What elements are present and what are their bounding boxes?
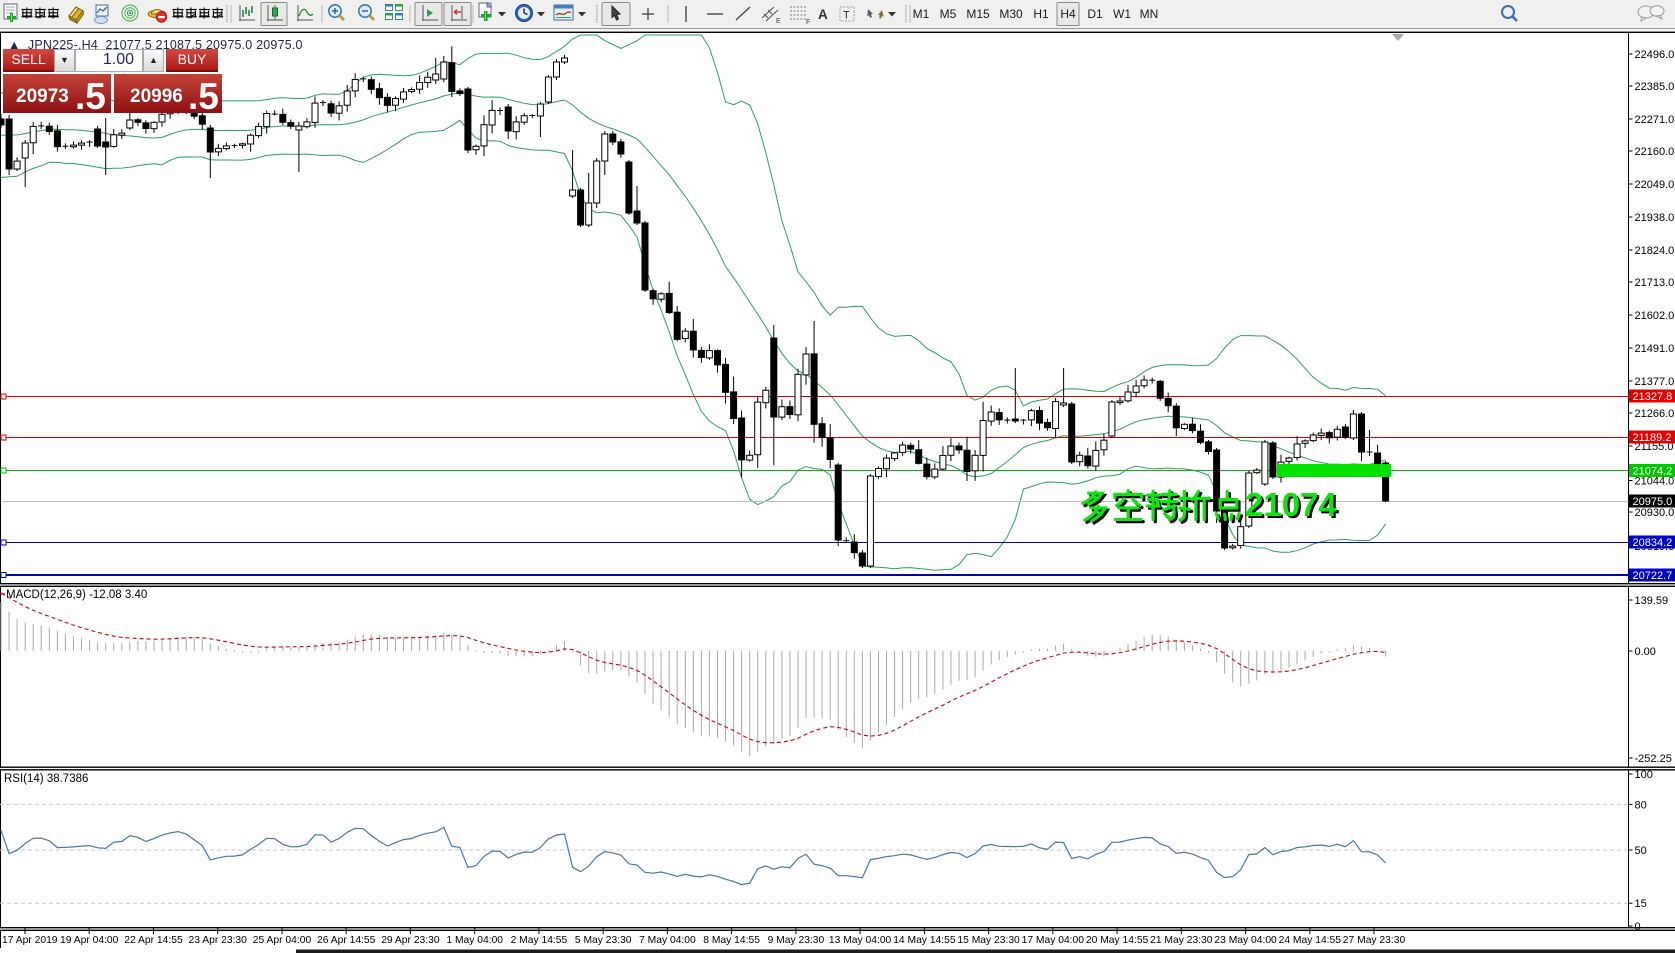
svg-text:26 Apr 14:55: 26 Apr 14:55 — [317, 935, 376, 946]
svg-text:RSI(14) 38.7386: RSI(14) 38.7386 — [4, 773, 88, 785]
svg-text:0: 0 — [1635, 921, 1641, 933]
svg-text:20722.7: 20722.7 — [1633, 570, 1673, 582]
svg-text:23 May 04:00: 23 May 04:00 — [1214, 935, 1277, 946]
svg-text:21074: 21074 — [1247, 488, 1339, 525]
svg-text:H4: H4 — [1060, 7, 1076, 21]
svg-text:15 May 23:30: 15 May 23:30 — [957, 935, 1020, 946]
svg-text:F: F — [806, 19, 810, 26]
svg-text:20930.0: 20930.0 — [1635, 507, 1675, 519]
svg-text:20834.2: 20834.2 — [1633, 537, 1673, 549]
svg-text:M15: M15 — [966, 7, 990, 21]
svg-text:7 May 04:00: 7 May 04:00 — [639, 935, 696, 946]
svg-text:50: 50 — [1635, 845, 1647, 857]
svg-text:100: 100 — [1635, 769, 1653, 781]
svg-text:80: 80 — [1635, 799, 1647, 811]
svg-text:22271.0: 22271.0 — [1635, 114, 1675, 126]
svg-text:1 May 04:00: 1 May 04:00 — [446, 935, 503, 946]
svg-text:21491.0: 21491.0 — [1635, 343, 1675, 355]
svg-text:21155.0: 21155.0 — [1635, 441, 1674, 453]
svg-text:8 May 14:55: 8 May 14:55 — [703, 935, 760, 946]
svg-text:22049.0: 22049.0 — [1635, 179, 1675, 191]
svg-text:A: A — [818, 7, 828, 22]
svg-text:19 Apr 04:00: 19 Apr 04:00 — [60, 935, 119, 946]
svg-text:17 Apr 2019: 17 Apr 2019 — [2, 935, 58, 946]
svg-text:M1: M1 — [913, 7, 930, 21]
svg-text:139.59: 139.59 — [1635, 595, 1669, 607]
svg-text:21189.2: 21189.2 — [1633, 432, 1672, 444]
svg-text:20 May 14:55: 20 May 14:55 — [1086, 935, 1149, 946]
svg-text:29 Apr 23:30: 29 Apr 23:30 — [381, 935, 440, 946]
svg-text:9 May 23:30: 9 May 23:30 — [768, 935, 825, 946]
svg-text:M5: M5 — [940, 7, 957, 21]
svg-text:25 Apr 04:00: 25 Apr 04:00 — [253, 935, 312, 946]
svg-text:W1: W1 — [1113, 7, 1131, 21]
svg-text:D1: D1 — [1087, 7, 1103, 21]
svg-text:21377.0: 21377.0 — [1635, 376, 1675, 388]
svg-text:27 May 23:30: 27 May 23:30 — [1343, 935, 1406, 946]
svg-text:21074.2: 21074.2 — [1633, 466, 1673, 478]
svg-text:22 Apr 14:55: 22 Apr 14:55 — [124, 935, 183, 946]
svg-text:21713.0: 21713.0 — [1635, 277, 1675, 289]
svg-text:E: E — [776, 18, 781, 25]
svg-text:24 May 14:55: 24 May 14:55 — [1279, 935, 1342, 946]
svg-text:21824.0: 21824.0 — [1635, 245, 1675, 257]
svg-text:-252.25: -252.25 — [1635, 753, 1672, 765]
svg-text:H1: H1 — [1033, 7, 1049, 21]
svg-text:5 May 23:30: 5 May 23:30 — [575, 935, 632, 946]
svg-text:21044.0: 21044.0 — [1635, 476, 1675, 488]
svg-text:14 May 14:55: 14 May 14:55 — [893, 935, 956, 946]
svg-text:MACD(12,26,9) -12.08 3.40: MACD(12,26,9) -12.08 3.40 — [6, 589, 147, 601]
svg-text:21 May 23:30: 21 May 23:30 — [1150, 935, 1213, 946]
svg-text:21074: 21074 — [1245, 486, 1337, 523]
svg-text:20975.0: 20975.0 — [1633, 496, 1673, 508]
svg-text:MN: MN — [1140, 7, 1159, 21]
svg-text:22385.0: 22385.0 — [1635, 81, 1675, 93]
svg-text:T: T — [843, 10, 850, 22]
svg-text:22160.0: 22160.0 — [1635, 146, 1675, 158]
svg-text:23 Apr 23:30: 23 Apr 23:30 — [188, 935, 247, 946]
svg-text:22496.0: 22496.0 — [1635, 49, 1675, 61]
svg-text:M30: M30 — [999, 7, 1023, 21]
svg-text:2 May 14:55: 2 May 14:55 — [511, 935, 568, 946]
svg-text:17 May 04:00: 17 May 04:00 — [1022, 935, 1085, 946]
svg-text:21602.0: 21602.0 — [1635, 310, 1675, 322]
svg-text:21266.0: 21266.0 — [1635, 408, 1675, 420]
svg-text:13 May 04:00: 13 May 04:00 — [829, 935, 892, 946]
svg-text:0.00: 0.00 — [1635, 646, 1656, 658]
svg-text:21938.0: 21938.0 — [1635, 212, 1675, 224]
svg-text:21327.8: 21327.8 — [1633, 391, 1673, 403]
svg-text:15: 15 — [1635, 898, 1647, 910]
